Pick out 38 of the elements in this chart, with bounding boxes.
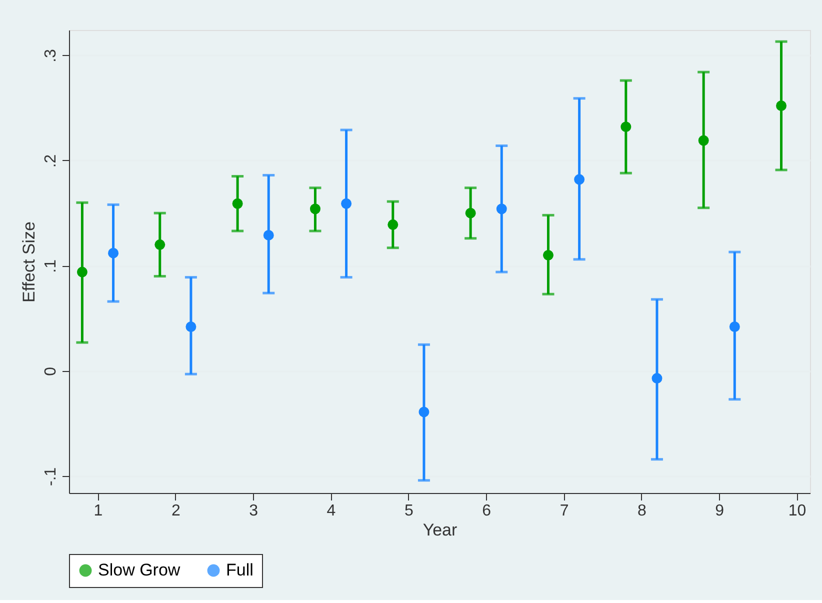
x-tick-label: 8 (637, 502, 646, 520)
x-tick-label: 6 (482, 502, 492, 520)
point (388, 219, 398, 230)
point (263, 230, 274, 240)
y-tick-label: .2 (42, 154, 60, 168)
y-tick-label: .3 (42, 48, 60, 62)
x-tick-label: 9 (715, 502, 724, 520)
point (776, 100, 787, 111)
point (574, 174, 585, 185)
point (232, 198, 243, 209)
point (418, 406, 430, 418)
y-axis-title: Effect Size (20, 222, 38, 302)
y-tick-label: -.1 (42, 467, 60, 486)
point (729, 322, 740, 332)
x-axis-title: Year (422, 520, 458, 540)
x-tick-label: 10 (788, 502, 806, 520)
point (698, 135, 709, 146)
point (465, 208, 476, 218)
x-tick-label: 4 (326, 502, 336, 520)
point (154, 239, 166, 250)
point (652, 373, 662, 384)
point (620, 122, 632, 132)
point (186, 322, 196, 332)
legend-label: Full (226, 560, 254, 580)
x-tick-label: 5 (404, 502, 414, 520)
x-tick-label: 2 (171, 502, 180, 520)
point (341, 198, 352, 209)
point (76, 266, 88, 278)
y-tick-label: 0 (42, 366, 60, 376)
x-tick-label: 7 (560, 502, 569, 520)
x-tick-label: 3 (249, 502, 258, 520)
y-tick-label: .1 (42, 259, 60, 273)
point (496, 204, 507, 214)
x-tick-label: 1 (94, 502, 103, 520)
legend-label: Slow Grow (98, 560, 181, 580)
point (543, 250, 554, 260)
point (108, 248, 119, 258)
point (310, 204, 320, 214)
